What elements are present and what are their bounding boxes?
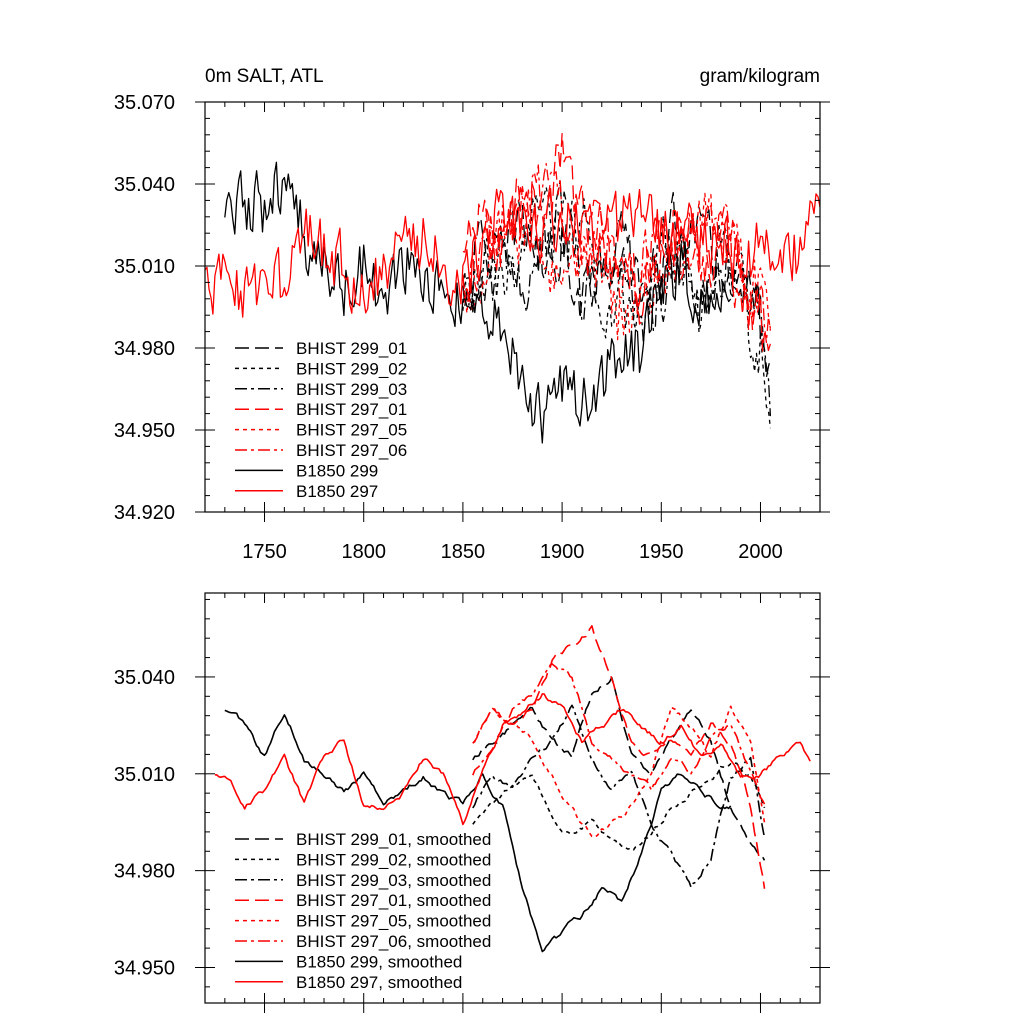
y-tick-label-raw: 35.070 bbox=[114, 92, 175, 114]
series-line-raw-6 bbox=[462, 163, 772, 344]
y-tick-label-raw: 34.950 bbox=[114, 420, 175, 442]
y-tick-label-raw: 35.010 bbox=[114, 256, 175, 278]
series-line-smoothed-8 bbox=[214, 693, 811, 826]
legend-label-smoothed-1: BHIST 299_01, smoothed bbox=[296, 830, 491, 849]
series-line-smoothed-5 bbox=[472, 705, 766, 838]
panel-raw-axes: 1750 1800 1850 1900 1950 2000 35.070 35.040 35.0… bbox=[114, 92, 830, 563]
legend-label-smoothed-4: BHIST 297_01, smoothed bbox=[296, 891, 491, 910]
plot-area-raw bbox=[205, 133, 820, 444]
legend-label-raw-7: B1850 299 bbox=[296, 461, 378, 480]
legend-label-smoothed-8: B1850 297, smoothed bbox=[296, 973, 462, 992]
panel-raw-series-group bbox=[205, 133, 820, 444]
series-line-raw-2 bbox=[462, 186, 772, 429]
legend-label-raw-4: BHIST 297_01 bbox=[296, 400, 407, 419]
legend-label-smoothed-2: BHIST 299_02, smoothed bbox=[296, 850, 491, 869]
panel-smoothed-axes: 35.040 35.010 34.980 34.950 bbox=[114, 592, 830, 1013]
series-line-raw-8 bbox=[205, 188, 820, 318]
panel-smoothed-series-group bbox=[214, 624, 811, 953]
series-line-smoothed-1 bbox=[472, 676, 766, 861]
x-tick-label-raw: 1900 bbox=[540, 541, 585, 563]
series-line-raw-7 bbox=[224, 161, 732, 444]
x-tick-label-raw: 1850 bbox=[441, 541, 486, 563]
legend-label-smoothed-5: BHIST 297_05, smoothed bbox=[296, 912, 491, 931]
series-line-smoothed-3 bbox=[472, 704, 766, 888]
legend-label-raw-5: BHIST 297_05 bbox=[296, 421, 407, 440]
legend-label-raw-6: BHIST 297_06 bbox=[296, 441, 407, 460]
legend-label-smoothed-3: BHIST 299_03, smoothed bbox=[296, 871, 491, 890]
plot-area-smoothed bbox=[214, 624, 811, 953]
panel-smoothed: 35.040 35.010 34.980 34.950 BHIST 299_01, s… bbox=[114, 592, 830, 1013]
y-tick-label-raw: 35.040 bbox=[114, 174, 175, 196]
legend-label-raw-3: BHIST 299_03 bbox=[296, 380, 407, 399]
y-tick-label-smoothed: 35.010 bbox=[114, 764, 175, 786]
legend-label-smoothed-7: B1850 299, smoothed bbox=[296, 952, 462, 971]
y-tick-label-raw: 34.920 bbox=[114, 502, 175, 524]
legend-label-raw-2: BHIST 299_02 bbox=[296, 359, 407, 378]
x-tick-label-raw: 2000 bbox=[738, 541, 783, 563]
series-line-smoothed-4 bbox=[472, 624, 766, 889]
panel-raw-title-left: 0m SALT, ATL bbox=[205, 66, 324, 87]
x-tick-label-raw: 1950 bbox=[639, 541, 684, 563]
panel-raw-title-right: gram/kilogram bbox=[700, 66, 820, 87]
y-tick-label-raw: 34.980 bbox=[114, 338, 175, 360]
panel-raw: 0m SALT, ATL gram/kilogram 1750 1800 1850 1… bbox=[114, 66, 830, 563]
y-tick-label-smoothed: 35.040 bbox=[114, 667, 175, 689]
plot-frame-raw bbox=[204, 101, 821, 513]
plot-frame-smoothed bbox=[204, 592, 821, 1004]
x-tick-label-raw: 1750 bbox=[242, 541, 287, 563]
legend-label-raw-1: BHIST 299_01 bbox=[296, 339, 407, 358]
series-line-raw-4 bbox=[462, 133, 772, 352]
x-tick-label-raw: 1800 bbox=[341, 541, 386, 563]
y-tick-label-smoothed: 34.950 bbox=[114, 957, 175, 979]
y-tick-label-smoothed: 34.980 bbox=[114, 861, 175, 883]
legend-label-smoothed-6: BHIST 297_06, smoothed bbox=[296, 932, 491, 951]
legend-label-raw-8: B1850 297 bbox=[296, 482, 378, 501]
